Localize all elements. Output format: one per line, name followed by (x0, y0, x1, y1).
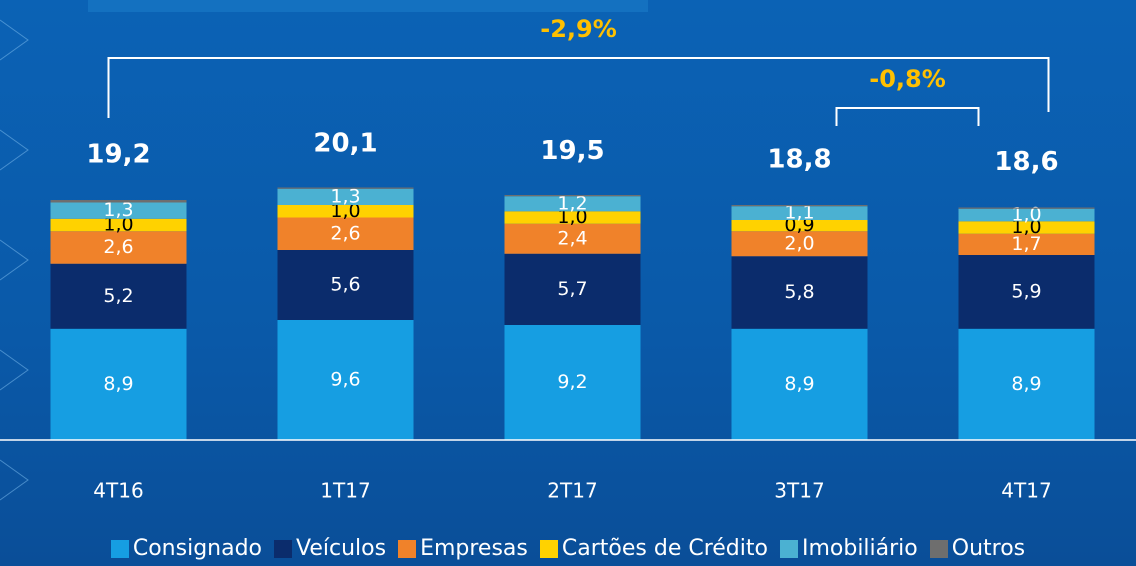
value-label: 1,3 (330, 185, 360, 207)
legend-swatch (274, 539, 293, 558)
bar-segment (504, 196, 641, 212)
bar-segment (958, 221, 1095, 234)
decor-box (88, 0, 648, 12)
x-tick-label: 1T17 (320, 479, 370, 503)
x-tick-label: 2T17 (547, 479, 597, 503)
bar-segment (50, 200, 187, 203)
x-tick-label: 3T17 (774, 479, 824, 503)
legend-label: Veículos (296, 536, 387, 561)
bar-segment (504, 325, 641, 440)
value-label: 1,0 (1011, 216, 1041, 238)
bar-segment (958, 208, 1095, 222)
total-label: 20,1 (313, 128, 377, 158)
legend-label: Empresas (420, 536, 528, 561)
bar-segment (731, 220, 868, 232)
decor-lines (0, 19, 29, 501)
total-label: 18,6 (994, 147, 1058, 177)
legend-item: Cartões de Crédito (539, 536, 768, 561)
annotation: -0,8% (869, 65, 946, 93)
value-label: 1,3 (103, 199, 133, 221)
value-label: 2,4 (557, 227, 587, 249)
value-label: 2,6 (103, 236, 133, 258)
bar-segment (504, 211, 641, 224)
bar-segment (731, 231, 868, 257)
value-label: 1,7 (1011, 233, 1041, 255)
value-label: 9,2 (557, 371, 587, 393)
bar-segment (504, 223, 641, 254)
bar-segment (50, 231, 187, 264)
bracket (107, 57, 1050, 118)
total-label: 19,2 (86, 140, 150, 170)
bar-segment (277, 320, 414, 440)
legend-item: Consignado (110, 536, 263, 561)
bar-segment (50, 202, 187, 219)
legend-item: Outros (929, 536, 1026, 561)
value-label: 1,0 (557, 206, 587, 228)
value-label: 8,9 (784, 373, 814, 395)
bar-segment (50, 328, 187, 440)
total-label: 18,8 (767, 145, 831, 175)
bar-segment (50, 218, 187, 232)
bar-segment (50, 263, 187, 329)
value-label: 1,0 (103, 214, 133, 236)
legend-swatch (110, 539, 129, 558)
legend-swatch (398, 539, 417, 558)
x-tick-label: 4T17 (1001, 479, 1051, 503)
bar-segment (731, 328, 868, 440)
bar-segment (731, 256, 868, 329)
bar-segment (504, 253, 641, 325)
value-label: 1,0 (1011, 204, 1041, 226)
value-label: 1,0 (330, 200, 360, 222)
annotation: -2,9% (540, 15, 617, 43)
bar-segment (958, 328, 1095, 440)
legend-item: Veículos (274, 536, 386, 561)
x-tick-label: 4T16 (93, 479, 143, 503)
value-label: 9,6 (330, 369, 360, 391)
value-label: 1,1 (784, 202, 814, 224)
value-label: 5,8 (784, 281, 814, 303)
value-label: 8,9 (103, 373, 133, 395)
legend-swatch (779, 539, 798, 558)
value-label: 2,0 (784, 232, 814, 254)
legend-label: Consignado (132, 536, 263, 561)
bar-segment (277, 187, 414, 189)
legend-swatch (539, 539, 558, 558)
legend-label: Cartões de Crédito (561, 536, 768, 561)
total-label: 19,5 (540, 136, 604, 166)
bar-segment (277, 250, 414, 320)
legend-item: Imobiliário (779, 536, 918, 561)
legend-item: Empresas (398, 536, 528, 561)
bar-segment (958, 233, 1095, 255)
bar-segment (958, 207, 1095, 209)
value-label: 5,6 (330, 274, 360, 296)
value-label: 2,6 (330, 222, 360, 244)
bar-segment (277, 188, 414, 205)
value-label: 5,9 (1011, 280, 1041, 302)
bracket (835, 107, 980, 126)
bar-segment (277, 205, 414, 218)
value-label: 1,2 (557, 192, 587, 214)
bar-segment (277, 217, 414, 250)
legend-swatch (929, 539, 948, 558)
bar-segment (504, 195, 641, 197)
value-label: 8,9 (1011, 373, 1041, 395)
bar-segment (731, 205, 868, 207)
legend: Consignado Veículos Empresas Cartões de Cré… (0, 536, 1136, 561)
legend-label: Outros (951, 536, 1026, 561)
bar-segment (958, 255, 1095, 329)
value-label: 5,7 (557, 278, 587, 300)
legend-label: Imobiliário (801, 536, 918, 561)
value-label: 5,2 (103, 285, 133, 307)
bar-segment (731, 206, 868, 220)
